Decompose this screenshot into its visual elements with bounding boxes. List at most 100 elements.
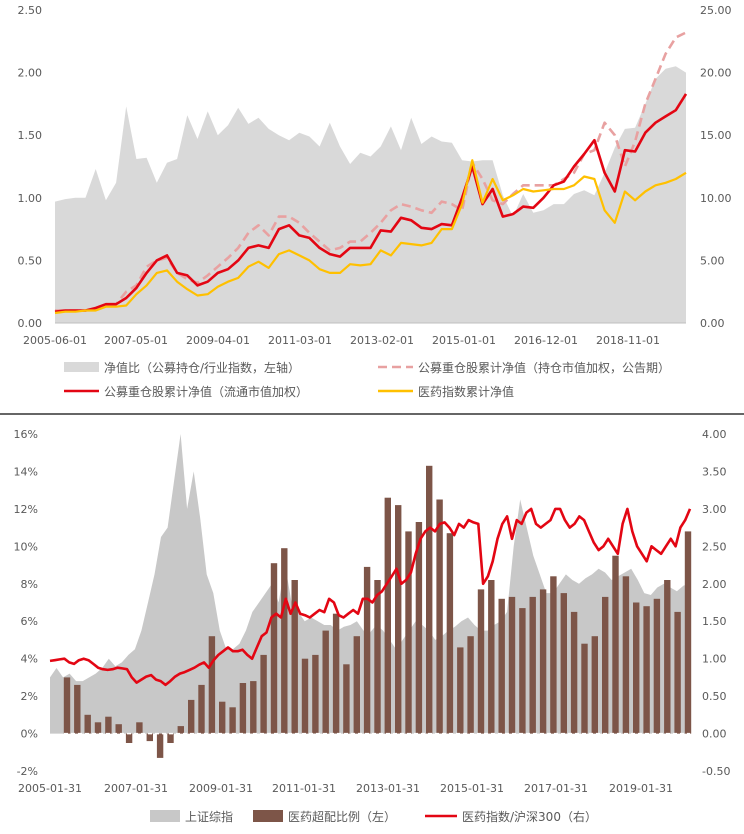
chart1-x-tick: 2007-05-01	[104, 334, 168, 347]
chart2-bar	[415, 522, 423, 734]
chart1-y-right-tick: 10.00	[700, 192, 732, 205]
chart1-y-left-tick: 2.50	[18, 4, 43, 17]
chart2-bar	[560, 593, 567, 734]
chart2-bar	[177, 726, 184, 734]
chart1-y-right-tick: 5.00	[700, 254, 725, 267]
chart2-bar	[529, 596, 536, 734]
chart2-legend-label-bar: 医药超配比例（左）	[288, 809, 396, 824]
chart2-bar	[570, 611, 578, 734]
chart1-y-left-tick: 1.50	[18, 129, 43, 142]
chart2-x-tick: 2015-01-31	[440, 782, 504, 795]
chart2-bar	[426, 465, 433, 734]
chart1-y-right-tick: 15.00	[700, 129, 732, 142]
chart1-x-tick: 2011-03-01	[268, 334, 332, 347]
chart2-y-left-tick: 12%	[14, 503, 38, 516]
chart1-legend-label-area: 净值比（公募持仓/行业指数，左轴）	[104, 360, 300, 375]
chart2-bar	[395, 505, 402, 734]
chart2-bar	[312, 654, 319, 734]
chart2-bar	[457, 647, 464, 734]
chart2-bar	[653, 598, 661, 734]
chart2-bar	[622, 576, 630, 734]
chart1-area-series	[55, 66, 686, 324]
chart2-bar	[343, 664, 350, 734]
chart2-y-left-tick: 10%	[14, 540, 38, 553]
chart2-y-left-tick: 2%	[21, 690, 38, 703]
chart1-y-left-tick: 0.50	[18, 254, 43, 267]
chart2-bar	[156, 733, 164, 758]
chart1-x-tick: 2009-04-01	[186, 334, 250, 347]
chart2-y-right-tick: 2.00	[702, 578, 727, 591]
chart2-bar	[291, 580, 298, 734]
chart2-bar	[322, 630, 329, 734]
chart2-bar	[602, 596, 609, 734]
chart2-bar	[229, 707, 236, 734]
chart2-x-tick: 2009-01-31	[189, 782, 253, 795]
chart2-y-left-tick: 8%	[21, 578, 38, 591]
chart2-bar	[239, 683, 247, 734]
chart2-legend-label-line: 医药指数/沪深300（右）	[462, 809, 597, 824]
chart2-bar	[167, 733, 174, 743]
chart2-x-tick: 2005-01-31	[18, 782, 82, 795]
chart2-bar	[591, 636, 598, 734]
chart2-bar	[633, 602, 640, 734]
chart2-bar	[115, 724, 122, 734]
chart2-bar	[270, 563, 278, 734]
chart2-bar	[467, 636, 474, 734]
chart2-x-tick: 2007-01-31	[104, 782, 168, 795]
chart2-bar	[374, 580, 381, 734]
chart2-bar	[84, 714, 91, 734]
chart2-y-right-tick: -0.50	[702, 765, 730, 778]
chart2-legend-label-area: 上证综指	[185, 809, 233, 824]
chart1-y-right-tick: 20.00	[700, 67, 732, 80]
chart2-x-tick: 2011-01-31	[272, 782, 336, 795]
chart2-bar	[94, 722, 102, 734]
chart2-y-left-tick: 4%	[21, 653, 38, 666]
chart2-bar	[488, 580, 495, 734]
chart2-bar	[539, 589, 547, 734]
chart1-plot	[54, 31, 688, 324]
chart2-bar	[550, 576, 557, 734]
chart2-x-tick: 2017-01-31	[524, 782, 588, 795]
chart2-bar	[498, 598, 505, 734]
chart1-y-left-tick: 1.00	[18, 192, 43, 205]
chart2-bar	[643, 606, 650, 734]
chart1-line-float-weighted	[54, 93, 688, 313]
chart2-y-left-tick: -2%	[17, 765, 38, 778]
chart2-bar	[581, 643, 588, 734]
chart2-x-tick: 2013-01-31	[356, 782, 420, 795]
chart2-y-right-tick: 1.00	[702, 653, 727, 666]
chart1-line-pharma-index	[54, 159, 687, 315]
chart2-y-right-tick: 1.50	[702, 615, 727, 628]
chart2-y-right-tick: 2.50	[702, 540, 727, 553]
chart2-y-right-tick: 3.50	[702, 465, 727, 478]
chart2-bar	[105, 716, 112, 734]
chart2-x-tick: 2019-01-31	[609, 782, 673, 795]
chart2-bar	[519, 608, 526, 734]
chart2-bar	[332, 613, 340, 734]
chart2-bar	[353, 636, 360, 734]
chart1-y-right-tick: 25.00	[700, 4, 732, 17]
chart2-bar	[477, 589, 485, 734]
chart2-plot	[49, 434, 692, 758]
chart1-y-left-tick: 0.00	[18, 317, 43, 330]
chart2-bar	[301, 658, 309, 734]
chart2-y-right-tick: 0.50	[702, 690, 727, 703]
chart1-y-left-tick: 2.00	[18, 67, 43, 80]
chart1-x-tick: 2015-01-01	[432, 334, 496, 347]
chart2-bar	[684, 531, 692, 734]
chart2-bar	[208, 636, 216, 734]
chart2-y-left-tick: 16%	[14, 428, 38, 441]
chart2-bar	[198, 684, 205, 734]
chart2-bar	[219, 701, 226, 734]
chart2-line-ratio	[49, 507, 692, 687]
chart1-legend-label-float: 公募重仓股累计净值（流通市值加权）	[104, 384, 308, 399]
chart1-legend-label-pharma: 医药指数累计净值	[418, 384, 514, 399]
chart2-bar	[446, 533, 454, 734]
chart2-bar	[146, 733, 153, 742]
chart2-legend-swatch-bar	[253, 810, 283, 822]
chart2-y-left-tick: 14%	[14, 465, 38, 478]
chart2-bar	[125, 733, 133, 743]
chart2-bar	[188, 699, 195, 734]
